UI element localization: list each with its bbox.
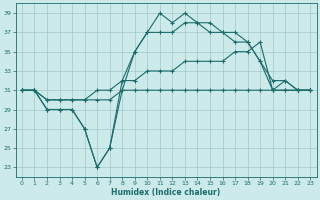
- X-axis label: Humidex (Indice chaleur): Humidex (Indice chaleur): [111, 188, 221, 197]
